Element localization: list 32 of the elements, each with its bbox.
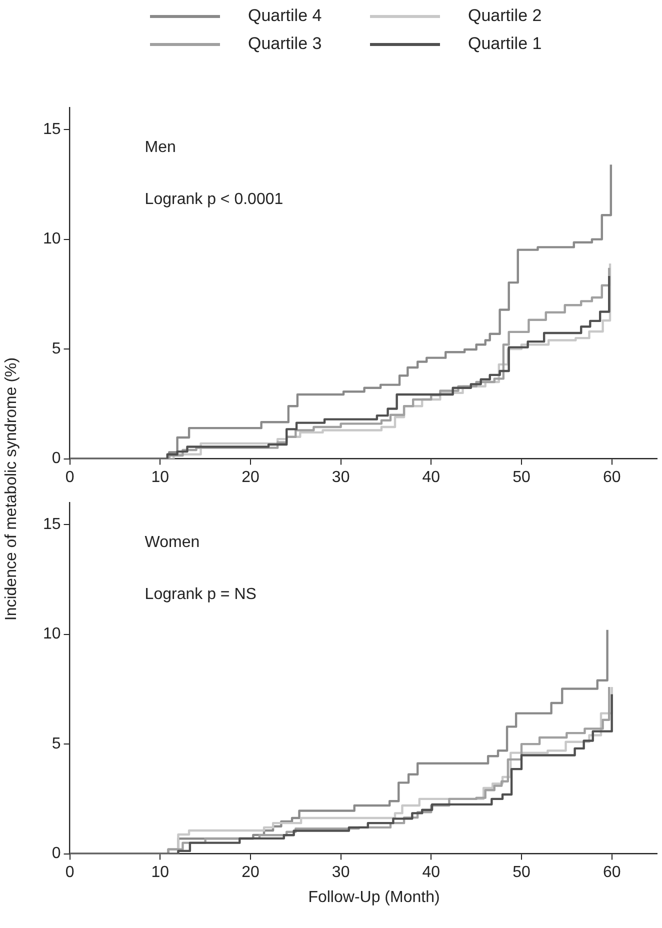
x-tick-label: 20 bbox=[242, 864, 260, 881]
annotation: Logrank p < 0.0001 bbox=[144, 191, 284, 208]
x-tick-label: 50 bbox=[512, 864, 530, 881]
legend-label: Quartile 2 bbox=[468, 6, 542, 26]
y-tick-label: 15 bbox=[43, 516, 61, 533]
x-tick-label: 20 bbox=[242, 468, 260, 486]
x-tick-label: 0 bbox=[65, 864, 74, 881]
annotation: Logrank p = NS bbox=[144, 586, 256, 604]
x-tick-label: 10 bbox=[151, 468, 170, 486]
x-tick-label: 10 bbox=[151, 864, 170, 881]
y-tick-label: 0 bbox=[52, 845, 61, 862]
x-tick-label: 30 bbox=[332, 468, 350, 486]
y-tick-label: 5 bbox=[52, 735, 61, 752]
y-axis-title: Incidence of metabolic syndrome (%) bbox=[3, 356, 21, 623]
x-tick-label: 60 bbox=[602, 864, 621, 881]
annotation: Men bbox=[144, 139, 176, 156]
x-axis-title: Follow-Up (Month) bbox=[307, 889, 441, 907]
y-tick-label: 10 bbox=[43, 626, 61, 643]
x-tick-label: 0 bbox=[65, 468, 74, 486]
legend-label: Quartile 3 bbox=[248, 34, 322, 54]
annotation: Women bbox=[144, 534, 200, 552]
x-tick-label: 60 bbox=[602, 468, 621, 486]
x-tick-label: 40 bbox=[422, 468, 440, 486]
y-tick-label: 5 bbox=[52, 340, 61, 358]
x-tick-label: 30 bbox=[332, 864, 350, 881]
y-tick-label: 15 bbox=[43, 120, 61, 138]
x-tick-label: 40 bbox=[422, 864, 440, 881]
y-tick-label: 0 bbox=[52, 450, 61, 468]
y-tick-label: 10 bbox=[43, 230, 61, 248]
x-tick-label: 50 bbox=[512, 468, 530, 486]
legend-label: Quartile 4 bbox=[248, 6, 322, 26]
legend-label: Quartile 1 bbox=[468, 34, 542, 54]
